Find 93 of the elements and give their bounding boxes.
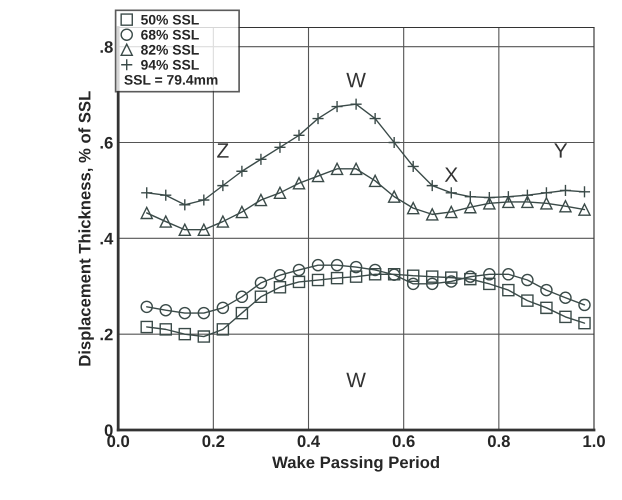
- point: [198, 223, 210, 236]
- point: [368, 268, 382, 281]
- point: [236, 290, 248, 304]
- point: [140, 320, 153, 334]
- x-tick-label: 0.2: [202, 435, 224, 448]
- point: [236, 306, 248, 320]
- point: [521, 274, 534, 286]
- point: [216, 323, 230, 336]
- point: [312, 170, 324, 182]
- point: [216, 215, 230, 228]
- point: [483, 278, 496, 290]
- legend-label: 82% SSL: [141, 44, 199, 55]
- point: [388, 190, 400, 203]
- annotation: SSL = 79.4mm: [124, 74, 218, 85]
- point: [254, 276, 268, 290]
- point: [445, 271, 458, 284]
- point: [578, 316, 591, 330]
- point: [540, 197, 553, 210]
- point: [521, 196, 534, 208]
- x-tick-label: 1.0: [583, 435, 605, 448]
- annotation: Z: [217, 143, 229, 158]
- y-tick-label: .2: [100, 328, 113, 340]
- point: [578, 298, 591, 312]
- point: [274, 268, 286, 282]
- point: [312, 258, 324, 272]
- point: [140, 300, 153, 314]
- point: [160, 215, 172, 228]
- x-tick-label: 0.6: [392, 435, 415, 448]
- point: [445, 206, 458, 218]
- annotation: X: [444, 167, 458, 182]
- point: [198, 330, 210, 343]
- point: [330, 162, 344, 176]
- annotation: W: [346, 72, 366, 88]
- point: [330, 258, 344, 272]
- point: [406, 278, 420, 290]
- legend-label: 68% SSL: [141, 30, 199, 40]
- point: [160, 323, 172, 336]
- point: [292, 176, 306, 190]
- point: [483, 268, 496, 281]
- x-axis-title: Wake Passing Period: [272, 456, 439, 472]
- point: [483, 197, 496, 210]
- point: [140, 206, 153, 220]
- point: [198, 306, 210, 320]
- point: [502, 196, 515, 208]
- point: [350, 162, 362, 176]
- point: [521, 294, 534, 307]
- point: [274, 186, 286, 200]
- x-tick-label: 0.0: [107, 435, 130, 448]
- point: [464, 270, 477, 283]
- point: [312, 274, 324, 286]
- point: [559, 292, 572, 304]
- point: [426, 278, 438, 290]
- point: [540, 302, 553, 314]
- point: [254, 290, 268, 304]
- point: [254, 194, 268, 206]
- point: [559, 200, 572, 212]
- point: [178, 306, 192, 320]
- point: [502, 284, 515, 296]
- y-tick-label: .8: [100, 41, 113, 53]
- point: [160, 304, 172, 316]
- x-tick-label: 0.8: [488, 435, 510, 448]
- point: [292, 276, 306, 288]
- point: [178, 328, 192, 340]
- point: [464, 200, 477, 214]
- annotation: W: [346, 372, 366, 388]
- y-axis-title: Displacement Thickness, % of SSL: [78, 91, 94, 366]
- point: [502, 268, 515, 281]
- legend-label: 50% SSL: [141, 14, 199, 25]
- point: [292, 264, 306, 276]
- point: [330, 272, 344, 284]
- point: [178, 223, 192, 236]
- point: [559, 310, 572, 324]
- point: [350, 260, 362, 274]
- point: [406, 269, 420, 282]
- point: [426, 270, 438, 283]
- point: [540, 284, 553, 296]
- point: [236, 206, 248, 218]
- y-tick-label: .4: [100, 232, 114, 244]
- point: [274, 280, 286, 294]
- point: [368, 174, 382, 188]
- x-tick-label: 0.4: [298, 435, 320, 448]
- point: [406, 202, 420, 214]
- point: [368, 264, 382, 276]
- point: [350, 270, 362, 283]
- point: [578, 203, 591, 216]
- annotation: Y: [554, 143, 568, 158]
- point: [216, 302, 230, 314]
- y-tick-label: 0: [104, 424, 113, 436]
- point: [445, 275, 458, 288]
- point: [464, 272, 477, 286]
- point: [426, 208, 438, 221]
- y-tick-label: .6: [100, 136, 113, 149]
- legend-label: 94% SSL: [141, 60, 199, 70]
